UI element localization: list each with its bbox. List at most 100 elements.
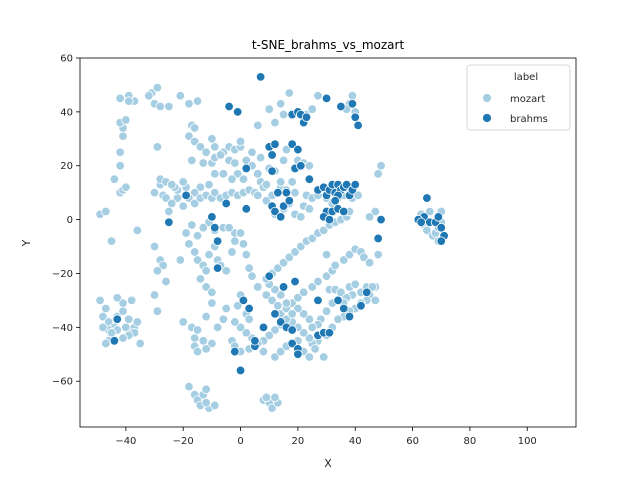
- point-mozart: [198, 336, 208, 346]
- point-brahms: [212, 236, 223, 246]
- point-brahms: [164, 217, 174, 228]
- point-mozart: [207, 298, 217, 308]
- point-mozart: [121, 115, 131, 125]
- point-mozart: [201, 398, 211, 408]
- point-mozart: [189, 247, 200, 257]
- point-mozart: [178, 177, 188, 187]
- point-mozart: [210, 142, 220, 152]
- point-brahms: [339, 303, 349, 314]
- x-axis-ticks: −40 −20 0 20 40 60 80 100: [115, 427, 537, 447]
- point-mozart: [293, 293, 303, 303]
- point-mozart: [270, 392, 280, 403]
- legend-title: label: [514, 72, 538, 83]
- point-mozart: [187, 155, 197, 166]
- point-mozart: [192, 231, 203, 241]
- point-brahms: [181, 190, 191, 201]
- point-brahms: [324, 214, 335, 225]
- point-mozart: [221, 303, 231, 314]
- legend: label mozart brahms: [466, 64, 571, 131]
- point-mozart: [313, 91, 323, 101]
- point-mozart: [109, 174, 120, 184]
- point-mozart: [149, 241, 160, 252]
- points-layer: [95, 72, 449, 413]
- chart-title: t-SNE_brahms_vs_mozart: [252, 38, 405, 52]
- point-mozart: [195, 182, 206, 192]
- point-mozart: [304, 352, 315, 362]
- point-mozart: [144, 91, 154, 101]
- point-mozart: [304, 333, 315, 343]
- point-mozart: [124, 314, 134, 324]
- point-brahms: [255, 72, 266, 82]
- point-brahms: [112, 314, 122, 324]
- point-mozart: [367, 282, 378, 292]
- point-brahms: [330, 196, 340, 206]
- point-mozart: [241, 249, 251, 260]
- point-mozart: [273, 301, 283, 311]
- point-brahms: [301, 112, 312, 122]
- point-brahms: [293, 349, 303, 359]
- point-mozart: [321, 306, 332, 316]
- point-mozart: [204, 179, 214, 190]
- point-brahms: [258, 322, 269, 333]
- point-brahms: [353, 120, 363, 131]
- y-tick-label: −20: [52, 269, 73, 280]
- point-brahms: [416, 217, 426, 228]
- point-mozart: [264, 104, 274, 114]
- point-mozart: [124, 96, 134, 106]
- point-brahms: [290, 276, 300, 287]
- point-brahms: [241, 163, 251, 174]
- point-mozart: [290, 247, 300, 257]
- point-mozart: [207, 338, 217, 349]
- point-mozart: [244, 263, 254, 273]
- point-mozart: [261, 392, 272, 403]
- y-tick-label: 60: [60, 54, 73, 65]
- point-mozart: [281, 144, 292, 155]
- point-mozart: [304, 314, 315, 324]
- point-brahms: [287, 325, 297, 335]
- point-brahms: [324, 328, 335, 338]
- y-axis-ticks: −60 −40 −20 0 20 40 60: [52, 54, 80, 388]
- point-mozart: [321, 249, 332, 260]
- point-mozart: [201, 147, 211, 157]
- point-mozart: [304, 161, 315, 171]
- point-mozart: [118, 298, 128, 308]
- point-brahms: [224, 101, 234, 112]
- point-brahms: [109, 336, 120, 346]
- point-brahms: [293, 144, 303, 155]
- point-mozart: [370, 206, 381, 217]
- point-brahms: [270, 139, 280, 149]
- point-mozart: [178, 317, 188, 327]
- point-brahms: [250, 336, 260, 346]
- point-mozart: [98, 311, 108, 322]
- point-mozart: [118, 306, 128, 316]
- point-brahms: [321, 93, 332, 104]
- point-mozart: [230, 317, 240, 327]
- point-mozart: [364, 258, 375, 268]
- point-mozart: [253, 120, 263, 131]
- point-mozart: [275, 290, 286, 300]
- point-mozart: [373, 169, 383, 179]
- point-mozart: [298, 328, 309, 338]
- point-mozart: [178, 201, 188, 211]
- point-brahms: [313, 295, 323, 306]
- y-tick-label: 40: [60, 107, 73, 118]
- point-mozart: [376, 161, 386, 171]
- plot-area: −40 −20 0 20 40 60 80 100 −60 −40 −20 0 20 40 60: [52, 54, 577, 447]
- point-mozart: [155, 101, 165, 112]
- point-mozart: [275, 346, 286, 357]
- point-mozart: [281, 298, 292, 308]
- point-mozart: [319, 225, 329, 236]
- point-mozart: [132, 317, 143, 327]
- point-mozart: [253, 169, 263, 179]
- point-mozart: [275, 177, 286, 187]
- point-mozart: [221, 266, 231, 276]
- point-brahms: [278, 201, 289, 211]
- point-mozart: [112, 293, 122, 303]
- point-mozart: [115, 93, 125, 104]
- point-mozart: [201, 344, 211, 354]
- point-mozart: [344, 249, 355, 260]
- point-brahms: [241, 204, 251, 214]
- y-tick-label: 0: [67, 215, 73, 226]
- point-brahms: [373, 233, 383, 244]
- point-mozart: [261, 196, 272, 206]
